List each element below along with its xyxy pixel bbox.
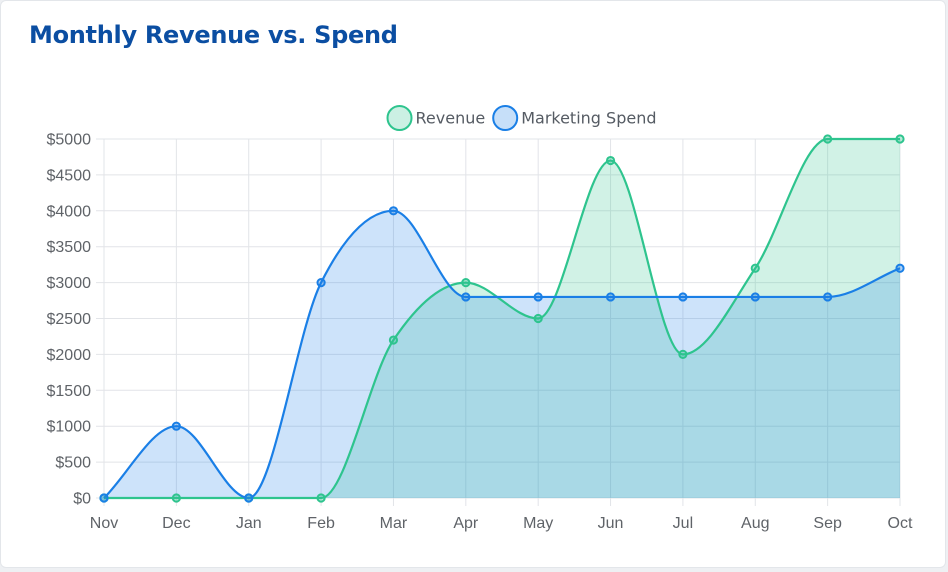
- data-point: [823, 134, 833, 144]
- y-tick-label: $4500: [47, 167, 92, 184]
- data-point: [678, 349, 688, 359]
- x-tick-label: Sep: [813, 515, 842, 532]
- chart-title: Monthly Revenue vs. Spend: [29, 21, 398, 49]
- data-point: [605, 292, 616, 302]
- data-point: [461, 278, 471, 288]
- data-point: [388, 206, 399, 216]
- x-tick-label: Nov: [90, 515, 118, 532]
- legend-label: Marketing Spend: [521, 109, 656, 128]
- x-tick-label: Feb: [307, 515, 335, 532]
- data-point: [533, 313, 543, 324]
- x-tick-label: Mar: [380, 515, 408, 532]
- x-tick-label: Jul: [673, 515, 693, 532]
- data-point: [244, 493, 254, 503]
- y-tick-label: $2000: [47, 347, 92, 364]
- y-tick-label: $500: [55, 455, 91, 472]
- legend-item-0: Revenue: [386, 105, 486, 131]
- series-area-1: [104, 210, 900, 499]
- y-tick-label: $3000: [47, 275, 92, 292]
- legend-label: Revenue: [416, 109, 486, 128]
- series-line-1: [103, 209, 901, 500]
- data-point: [750, 292, 760, 302]
- y-tick-label: $1500: [47, 383, 92, 400]
- x-tick-label: Jun: [598, 515, 624, 532]
- data-point: [678, 292, 688, 302]
- x-tick-label: Apr: [453, 515, 479, 532]
- data-point: [750, 263, 760, 273]
- x-tick-label: Jan: [236, 515, 262, 532]
- data-point: [171, 493, 181, 503]
- x-tick-label: Aug: [741, 515, 769, 532]
- data-point: [171, 421, 181, 431]
- data-point: [605, 155, 616, 166]
- legend-swatch: [492, 105, 519, 131]
- data-point: [316, 493, 326, 503]
- data-point: [895, 134, 905, 144]
- data-point: [895, 263, 905, 273]
- x-tick-label: Oct: [888, 515, 913, 532]
- y-tick-label: $2500: [47, 311, 92, 328]
- x-tick-label: Dec: [162, 515, 190, 532]
- data-point: [823, 292, 833, 302]
- series-area-0: [104, 139, 900, 498]
- data-point: [533, 292, 543, 302]
- y-tick-label: $5000: [47, 132, 92, 149]
- grid-lines: [96, 138, 901, 506]
- y-tick-label: $1000: [47, 419, 92, 436]
- data-point: [316, 278, 326, 288]
- legend-item-1: Marketing Spend: [492, 105, 656, 131]
- data-point: [388, 335, 399, 345]
- y-tick-label: $4000: [47, 203, 92, 220]
- y-tick-label: $0: [73, 491, 91, 508]
- data-point: [99, 493, 109, 503]
- x-tick-label: May: [523, 515, 553, 532]
- legend-swatch: [386, 105, 413, 131]
- data-point: [461, 292, 471, 302]
- y-tick-label: $3500: [47, 239, 92, 256]
